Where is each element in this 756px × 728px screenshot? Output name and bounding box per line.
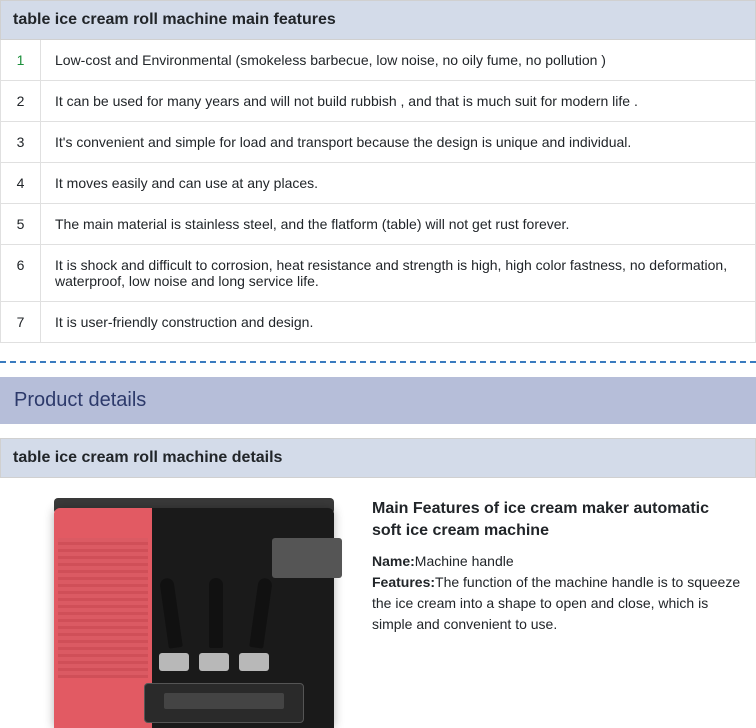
row-text: It moves easily and can use at any place… <box>41 163 756 204</box>
machine-image <box>14 498 354 728</box>
table-row: 5The main material is stainless steel, a… <box>1 204 756 245</box>
row-text: The main material is stainless steel, an… <box>41 204 756 245</box>
row-text: It is user-friendly construction and des… <box>41 302 756 343</box>
features-label: Features: <box>372 574 435 590</box>
details-text: Main Features of ice cream maker automat… <box>372 498 742 728</box>
details-name-line: Name:Machine handle <box>372 551 742 572</box>
details-row: Main Features of ice cream maker automat… <box>0 498 756 728</box>
table-row: 2It can be used for many years and will … <box>1 81 756 122</box>
row-number: 1 <box>1 40 41 81</box>
row-number: 2 <box>1 81 41 122</box>
row-number: 5 <box>1 204 41 245</box>
details-main-title: Main Features of ice cream maker automat… <box>372 498 742 541</box>
row-number: 4 <box>1 163 41 204</box>
section-separator <box>0 361 756 363</box>
table-row: 3It's convenient and simple for load and… <box>1 122 756 163</box>
row-text: Low-cost and Environmental (smokeless ba… <box>41 40 756 81</box>
table-row: 4It moves easily and can use at any plac… <box>1 163 756 204</box>
table-row: 1Low-cost and Environmental (smokeless b… <box>1 40 756 81</box>
row-number: 6 <box>1 245 41 302</box>
features-header: table ice cream roll machine main featur… <box>1 1 756 40</box>
details-features-line: Features:The function of the machine han… <box>372 572 742 635</box>
row-number: 7 <box>1 302 41 343</box>
table-row: 7It is user-friendly construction and de… <box>1 302 756 343</box>
product-details-section-title: Product details <box>0 377 756 424</box>
row-text: It is shock and difficult to corrosion, … <box>41 245 756 302</box>
row-text: It's convenient and simple for load and … <box>41 122 756 163</box>
row-text: It can be used for many years and will n… <box>41 81 756 122</box>
row-number: 3 <box>1 122 41 163</box>
product-details-header: table ice cream roll machine details <box>0 438 756 478</box>
name-value: Machine handle <box>415 553 514 569</box>
features-body: 1Low-cost and Environmental (smokeless b… <box>1 40 756 343</box>
table-row: 6It is shock and difficult to corrosion,… <box>1 245 756 302</box>
features-table: table ice cream roll machine main featur… <box>0 0 756 343</box>
name-label: Name: <box>372 553 415 569</box>
